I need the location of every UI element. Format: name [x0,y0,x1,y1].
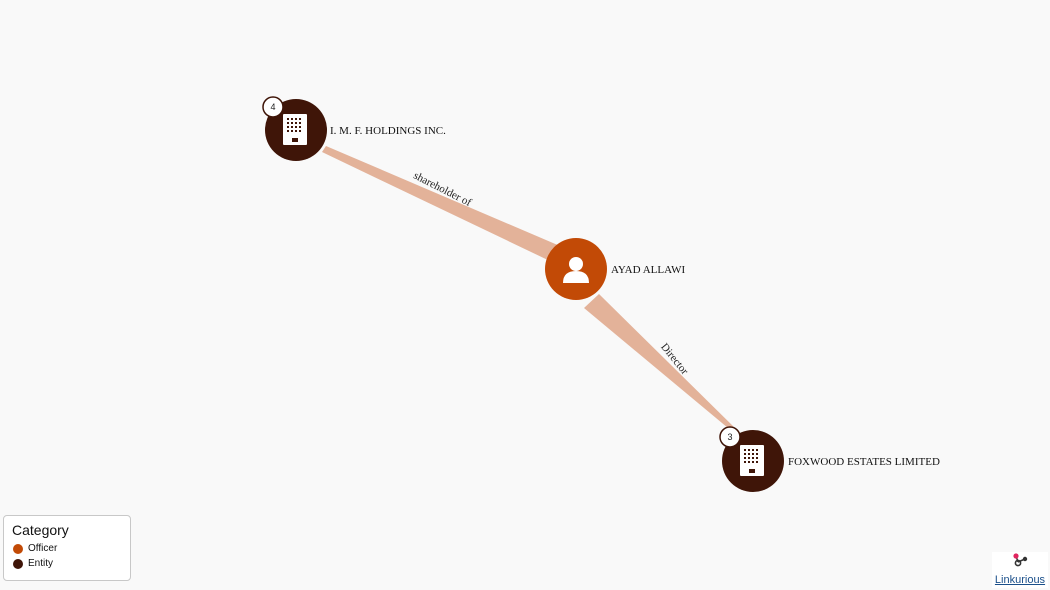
edge-shareholder[interactable] [322,146,560,262]
node-label-ayad-allawi: AYAD ALLAWI [611,264,686,276]
legend-item-officer: Officer [12,541,122,556]
node-foxwood-estates[interactable]: 3 [719,426,784,492]
svg-text:3: 3 [727,432,732,442]
building-icon [740,445,764,476]
person-icon [563,257,589,283]
node-label-foxwood-estates: FOXWOOD ESTATES LIMITED [788,456,940,468]
building-icon [283,114,307,145]
category-legend: Category Officer Entity [3,515,131,581]
legend-label-entity: Entity [28,558,54,569]
legend-swatch-entity [13,558,23,569]
node-badge: 4 [262,96,284,118]
legend-swatch-officer [13,543,23,554]
node-ayad-allawi[interactable] [545,238,607,300]
legend-label-officer: Officer [28,543,58,554]
svg-text:4: 4 [270,102,275,112]
node-label-imf-holdings: I. M. F. HOLDINGS INC. [330,125,446,137]
legend-title: Category [12,522,69,538]
linkurious-link[interactable]: Linkurious [994,574,1046,586]
brand-badge[interactable]: Linkurious [992,552,1048,588]
linkurious-logo-icon [1013,553,1028,567]
node-imf-holdings[interactable]: 4 [262,96,327,161]
node-badge: 3 [719,426,741,448]
legend-item-entity: Entity [12,556,122,571]
edge-director[interactable] [584,294,738,433]
